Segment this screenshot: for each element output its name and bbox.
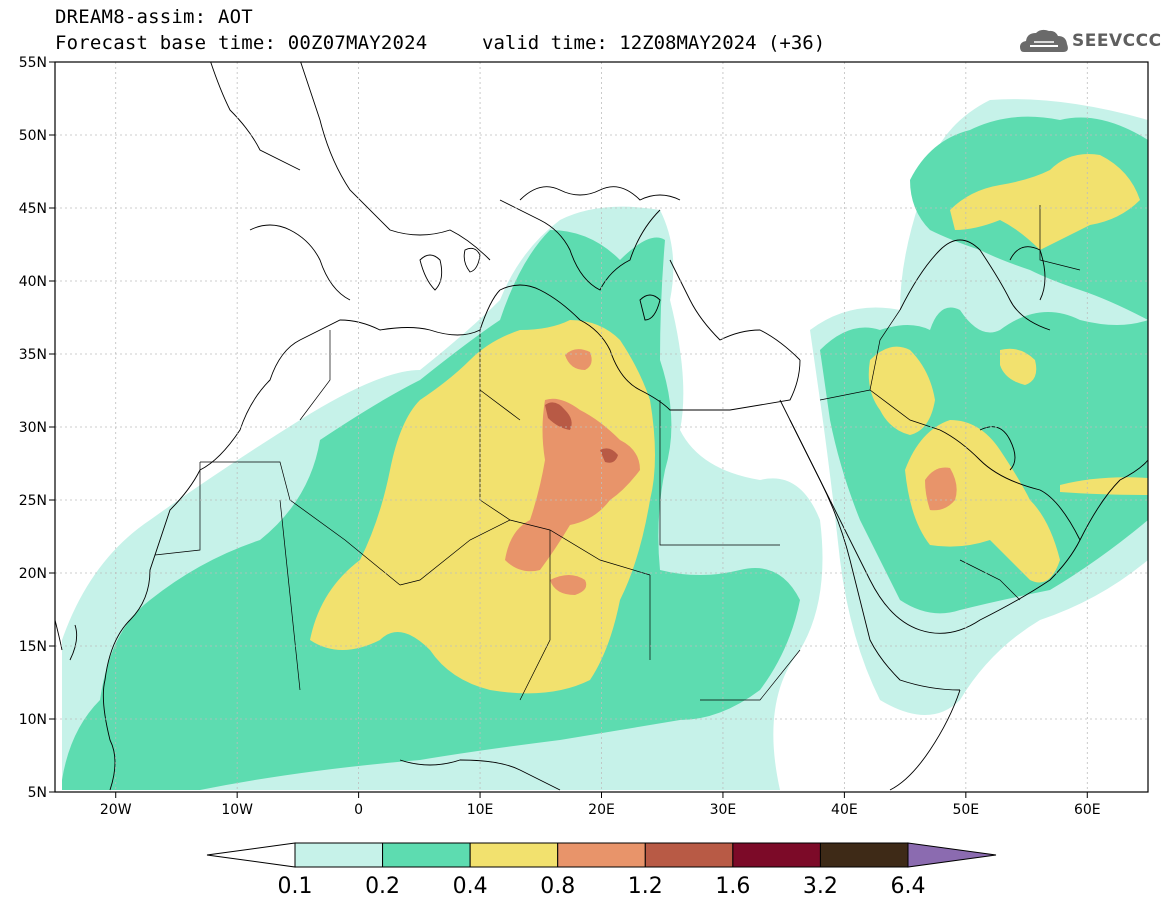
lon-tick-label: 20W [100,802,132,818]
lat-tick-label: 55N [19,55,47,71]
lon-tick-label: 20E [588,802,615,818]
lat-tick-label: 35N [19,347,47,363]
aot-contour-0.4 [1060,477,1148,495]
aot-contour-0.8 [550,575,587,595]
colorbar-max-triangle [907,842,997,868]
lat-tick-label: 5N [28,785,47,801]
lat-tick-label: 10N [19,712,47,728]
colorbar-segment [382,842,471,868]
lon-tick-label: 40E [831,802,858,818]
lon-tick-label: 30E [710,802,737,818]
colorbar-segment [644,842,734,868]
colorbar-level-label: 0.2 [365,874,400,899]
aot-contour-0.8 [925,467,957,511]
colorbar-segment [294,842,384,868]
colorbar-level-label: 0.4 [453,874,488,899]
colorbar-level-label: 1.6 [715,874,750,899]
lat-tick-label: 20N [19,566,47,582]
colorbar-level-label: 0.1 [278,874,313,899]
aot-contour-0.4 [868,346,935,435]
colorbar-segment [732,842,821,868]
aot-contour-0.4 [950,154,1140,250]
colorbar: 0.1 0.2 0.4 0.8 1.2 1.6 3.2 6.4 [206,842,997,899]
colorbar-min-triangle [206,842,296,868]
lat-tick-label: 50N [19,128,47,144]
aot-contour-1.2 [545,402,572,430]
graticule [55,62,1148,792]
colorbar-level-label: 6.4 [891,874,926,899]
aot-contour-1.2 [600,448,618,463]
coastlines [55,62,1148,791]
colorbar-segment [557,842,646,868]
valid-time: valid time: 12Z08MAY2024 (+36) [482,32,826,54]
lat-tick-label: 45N [19,201,47,217]
lon-tick-label: 10E [467,802,494,818]
aot-contour-0.4 [905,420,1060,583]
lat-tick-label: 40N [19,274,47,290]
aot-contour-0.4 [1000,348,1037,385]
logo-text: SEEVCCC [1072,31,1162,51]
cloud-logo-icon [1020,29,1068,52]
lat-tick-label: 30N [19,420,47,436]
lon-tick-label: 50E [952,802,979,818]
axis-ticks: 20W 10W 0 10E 20E 30E 40E 50E 60E 55N 50N 45N 40N 35N… [19,55,1101,818]
colorbar-segment [819,842,909,868]
lat-tick-label: 15N [19,639,47,655]
map-title: DREAM8-assim: AOT [55,6,253,28]
colorbar-level-label: 3.2 [803,874,838,899]
lon-tick-label: 0 [354,802,363,818]
forecast-base-time: Forecast base time: 00Z07MAY2024 [55,32,428,54]
colorbar-level-label: 1.2 [628,874,663,899]
lat-tick-label: 25N [19,493,47,509]
colorbar-segment [469,842,559,868]
lon-tick-label: 60E [1074,802,1101,818]
lon-tick-label: 10W [221,802,253,818]
colorbar-level-label: 0.8 [540,874,575,899]
aot-contour-0.8 [505,398,640,572]
